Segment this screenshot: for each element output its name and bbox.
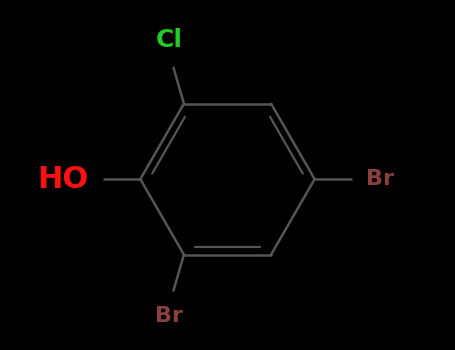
Text: Cl: Cl	[156, 28, 182, 52]
Text: Br: Br	[366, 169, 394, 189]
Text: Br: Br	[155, 306, 183, 326]
Text: HO: HO	[38, 164, 89, 194]
